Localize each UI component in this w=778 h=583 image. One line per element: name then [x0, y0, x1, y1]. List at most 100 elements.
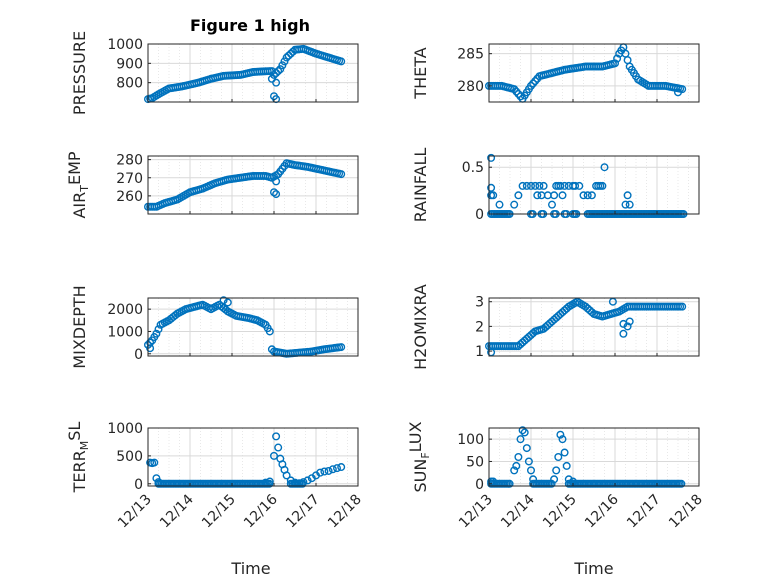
data-point	[571, 181, 580, 190]
data-point	[522, 181, 531, 190]
data-point	[487, 153, 496, 162]
data-point	[510, 200, 519, 209]
data-point	[274, 67, 283, 76]
data-point	[518, 181, 527, 190]
axes-box	[147, 427, 359, 487]
panel-theta: 280 285 THETA	[411, 43, 700, 103]
data-point	[328, 465, 337, 474]
y-tick-label: 285	[457, 47, 484, 63]
x-tick-label: 12/17	[283, 492, 323, 532]
data-point	[556, 430, 565, 439]
data-point	[560, 448, 569, 457]
data-point	[270, 188, 279, 197]
y-tick-label: 100	[457, 432, 484, 448]
data-point	[527, 466, 536, 475]
x-tick-label: 12/15	[540, 492, 580, 532]
data-point	[623, 191, 632, 200]
data-point	[278, 61, 287, 70]
data-point	[282, 471, 291, 480]
data-point	[280, 57, 289, 66]
data-point	[337, 170, 346, 179]
data-point	[272, 432, 281, 441]
y-tick-label: 500	[116, 449, 143, 465]
data-point	[558, 191, 567, 200]
data-point	[152, 329, 161, 338]
data-point	[146, 344, 155, 353]
data-point	[510, 466, 519, 475]
data-point	[562, 461, 571, 470]
data-point	[514, 191, 523, 200]
data-point	[674, 88, 683, 97]
data-point	[272, 177, 281, 186]
y-tick-label: 260	[116, 189, 143, 205]
data-point	[575, 181, 584, 190]
x-axis-label-right: Time	[573, 559, 613, 578]
data-point	[337, 57, 346, 66]
data-point	[547, 479, 556, 488]
x-tick-label: 12/16	[241, 491, 281, 531]
axes-box	[147, 43, 359, 103]
y-axis-label: AIRTEMP	[65, 151, 91, 218]
data-point	[598, 181, 607, 190]
panel-sun_flux: 0 50 100 12/13 12/14 12/15 12/16 12/17 12/18 SUNF…	[406, 421, 706, 531]
y-tick-label: 3	[475, 295, 484, 311]
x-tick-label: 12/18	[325, 492, 365, 532]
y-tick-label: 1000	[107, 37, 143, 53]
data-point	[333, 464, 342, 473]
x-tick-label: 12/14	[498, 491, 538, 531]
data-point	[558, 435, 567, 444]
data-point	[146, 338, 155, 347]
axes-box	[147, 155, 359, 215]
data-point	[316, 468, 325, 477]
panel-h2omixra: 1 2 3 H2OMIXRA	[411, 284, 700, 370]
x-tick-label: 12/18	[666, 492, 706, 532]
data-point	[556, 181, 565, 190]
data-point	[527, 181, 536, 190]
data-point	[272, 78, 281, 87]
data-point	[677, 479, 686, 488]
data-point	[265, 479, 274, 488]
x-tick-label: 12/14	[157, 491, 197, 531]
data-point	[623, 322, 632, 331]
data-point	[550, 191, 559, 200]
data-point	[219, 296, 228, 305]
panel-pressure: 800 900 1000 PRESSURE	[70, 31, 359, 115]
y-axis-label: SUNFLUX	[406, 421, 432, 492]
y-tick-label: 900	[116, 56, 143, 72]
x-tick-label: 12/17	[624, 492, 664, 532]
data-point	[516, 435, 525, 444]
plot-area	[148, 156, 358, 214]
data-point	[274, 443, 283, 452]
data-point	[337, 463, 346, 472]
y-axis-label: MIXDEPTH	[70, 285, 89, 368]
data-point	[495, 200, 504, 209]
y-axis-label: THETA	[411, 47, 430, 99]
data-point	[298, 479, 307, 488]
y-tick-label: 0.5	[462, 160, 484, 176]
data-point	[320, 467, 329, 476]
data-point	[533, 191, 542, 200]
plot-area	[148, 428, 358, 486]
data-point	[337, 343, 346, 352]
data-point	[583, 191, 592, 200]
data-point	[150, 458, 159, 467]
data-point	[548, 200, 557, 209]
data-point	[514, 453, 523, 462]
axes-box	[488, 297, 700, 357]
data-point	[505, 479, 514, 488]
y-tick-label: 1	[475, 344, 484, 360]
data-point	[621, 200, 630, 209]
data-point	[535, 181, 544, 190]
data-point	[552, 466, 561, 475]
data-point	[512, 461, 521, 470]
y-tick-label: 50	[466, 454, 484, 470]
data-point	[265, 327, 274, 336]
data-point	[625, 317, 634, 326]
data-point	[560, 181, 569, 190]
panel-mixdepth: 0 1000 2000 MIXDEPTH	[70, 285, 359, 369]
data-point	[625, 200, 634, 209]
plot-area	[489, 156, 699, 214]
data-point	[554, 453, 563, 462]
data-point	[587, 191, 596, 200]
